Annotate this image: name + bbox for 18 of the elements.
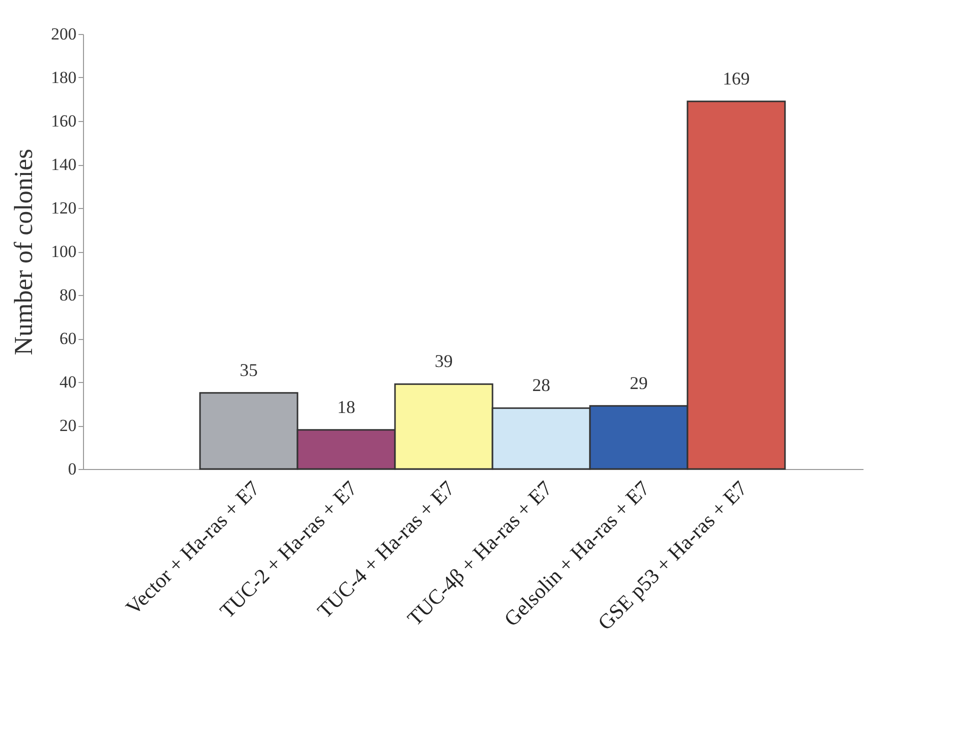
data-label: 18 (337, 396, 356, 417)
y-tick-label: 160 (51, 112, 76, 130)
y-tick-label: 180 (51, 68, 76, 87)
data-label: 29 (630, 372, 648, 393)
y-tick-label: 60 (60, 329, 76, 348)
y-tick-label: 100 (51, 242, 76, 261)
y-tick-label: 20 (60, 416, 76, 435)
y-tick-label: 80 (60, 286, 76, 304)
y-tick-label: 0 (68, 460, 76, 478)
y-tick-label: 140 (51, 155, 76, 174)
data-label: 169 (722, 68, 750, 88)
y-axis-title: Number of colonies (9, 148, 38, 356)
data-label: 39 (434, 351, 453, 372)
y-tick-label: 120 (51, 198, 76, 218)
data-label: 28 (532, 375, 550, 396)
data-label: 35 (240, 360, 258, 380)
y-tick-label: 40 (60, 372, 76, 392)
y-tick-label: 200 (51, 24, 76, 44)
